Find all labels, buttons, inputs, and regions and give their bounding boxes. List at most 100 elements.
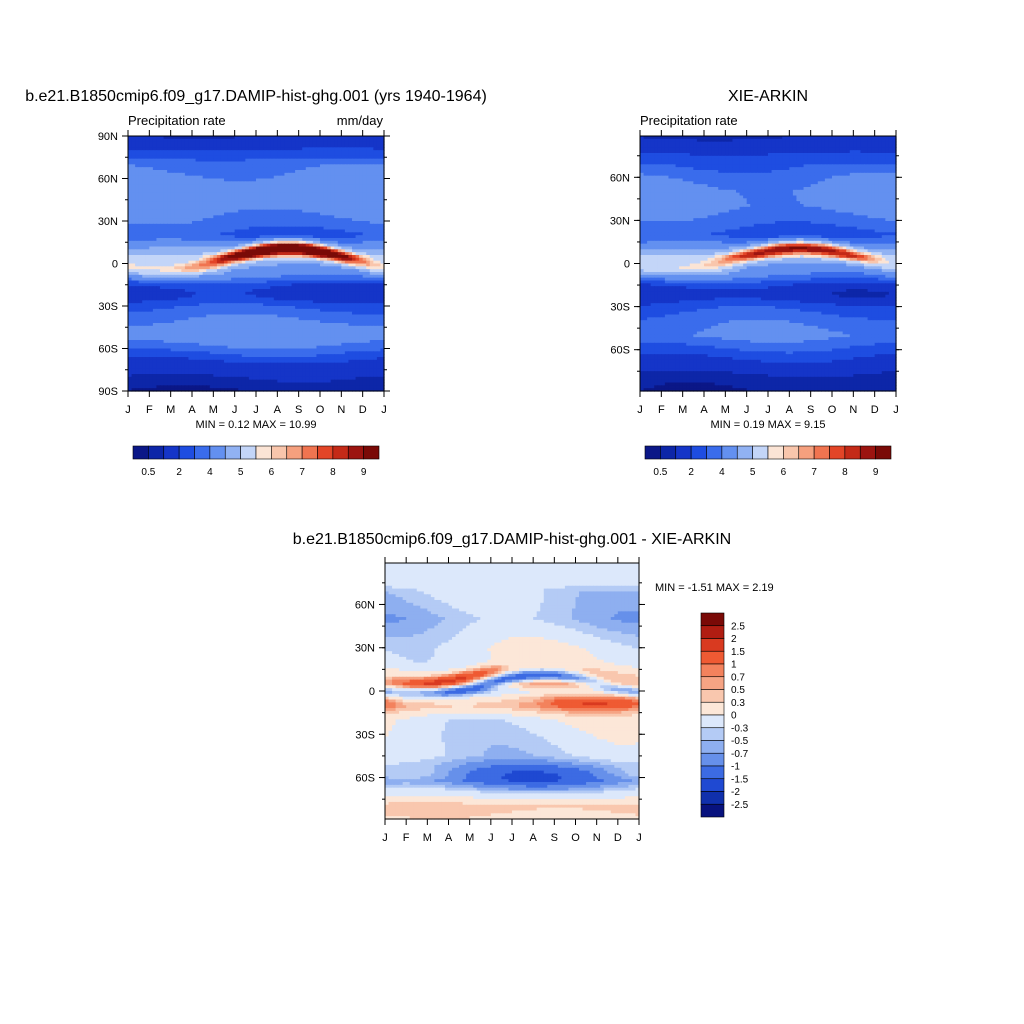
heatmap-cell	[259, 167, 264, 171]
heatmap-cell	[366, 147, 371, 151]
heatmap-cell	[288, 172, 293, 177]
heatmap-cell	[188, 187, 193, 191]
heatmap-cell	[352, 150, 357, 154]
heatmap-cell	[231, 155, 236, 160]
heatmap-cell	[170, 155, 175, 160]
heatmap-cell	[334, 206, 339, 211]
heatmap-cell	[288, 181, 293, 185]
heatmap-cell	[167, 181, 172, 185]
heatmap-cell	[359, 212, 364, 216]
heatmap-cell	[366, 175, 371, 180]
heatmap-cell	[337, 150, 342, 154]
heatmap-cell	[192, 170, 197, 174]
heatmap-cell	[380, 206, 385, 211]
heatmap-cell	[177, 204, 182, 208]
heatmap-cell	[156, 175, 161, 180]
heatmap-cell	[213, 189, 218, 194]
heatmap-cell	[284, 138, 289, 143]
heatmap-cell	[177, 136, 182, 140]
heatmap-cell	[362, 212, 367, 216]
heatmap-cell	[341, 136, 346, 140]
heatmap-cell	[163, 153, 168, 157]
heatmap-cell	[192, 178, 197, 182]
heatmap-cell	[138, 184, 143, 188]
heatmap-cell	[323, 161, 328, 165]
heatmap-cell	[177, 189, 182, 194]
heatmap-cell	[156, 147, 161, 151]
heatmap-cell	[270, 167, 275, 171]
heatmap-cell	[206, 192, 211, 197]
heatmap-cell	[344, 212, 350, 216]
heatmap-cell	[266, 209, 271, 214]
heatmap-cell	[181, 158, 186, 163]
heatmap-cell	[128, 212, 133, 216]
heatmap-cell	[341, 170, 346, 174]
heatmap-cell	[270, 155, 275, 160]
heatmap-cell	[170, 204, 175, 208]
heatmap-cell	[149, 184, 154, 188]
heatmap-cell	[362, 164, 367, 168]
heatmap-cell	[163, 192, 168, 197]
heatmap-cell	[231, 141, 236, 146]
heatmap-cell	[266, 204, 271, 208]
heatmap-cell	[344, 170, 350, 174]
heatmap-cell	[199, 181, 204, 185]
heatmap-cell	[330, 144, 335, 148]
heatmap-cell	[213, 198, 218, 202]
heatmap-cell	[195, 138, 200, 143]
heatmap-cell	[330, 195, 335, 199]
heatmap-cell	[263, 206, 268, 211]
heatmap-cell	[327, 195, 332, 199]
heatmap-cell	[238, 158, 243, 163]
heatmap-cell	[330, 141, 335, 146]
heatmap-cell	[369, 138, 374, 143]
heatmap-cell	[376, 141, 382, 146]
heatmap-cell	[188, 170, 193, 174]
heatmap-cell	[348, 144, 353, 148]
heatmap-cell	[195, 172, 200, 177]
heatmap-cell	[248, 172, 254, 177]
heatmap-cell	[341, 153, 346, 157]
heatmap-cell	[277, 172, 282, 177]
heatmap-cell	[152, 158, 158, 163]
heatmap-cell	[302, 192, 307, 197]
heatmap-cell	[202, 147, 207, 151]
heatmap-cell	[220, 204, 225, 208]
heatmap-cell	[376, 175, 382, 180]
heatmap-cell	[131, 161, 136, 165]
heatmap-cell	[234, 204, 239, 208]
heatmap-cell	[259, 184, 264, 188]
heatmap-cell	[352, 147, 357, 151]
heatmap-cell	[366, 198, 371, 202]
heatmap-cell	[209, 192, 214, 197]
heatmap-cell	[202, 209, 207, 214]
heatmap-cell	[245, 147, 250, 151]
heatmap-cell	[309, 170, 314, 174]
heatmap-cell	[362, 195, 367, 199]
heatmap-cell	[216, 204, 222, 208]
heatmap-cell	[369, 195, 374, 199]
heatmap-cell	[376, 187, 382, 191]
heatmap-cell	[341, 187, 346, 191]
heatmap-cell	[195, 178, 200, 182]
heatmap-cell	[184, 158, 190, 163]
heatmap-cell	[337, 141, 342, 146]
heatmap-cell	[163, 170, 168, 174]
heatmap-cell	[227, 178, 232, 182]
heatmap-cell	[192, 144, 197, 148]
heatmap-cell	[352, 138, 357, 143]
heatmap-cell	[220, 212, 225, 216]
heatmap-cell	[149, 167, 154, 171]
heatmap-cell	[188, 184, 193, 188]
heatmap-cell	[206, 201, 211, 205]
heatmap-cell	[348, 167, 353, 171]
heatmap-cell	[131, 147, 136, 151]
heatmap-cell	[128, 198, 133, 202]
heatmap-cell	[131, 187, 136, 191]
heatmap-cell	[160, 192, 165, 197]
heatmap-cell	[209, 167, 214, 171]
heatmap-cell	[188, 206, 193, 211]
heatmap-cell	[309, 181, 314, 185]
heatmap-cell	[231, 136, 236, 140]
heatmap-cell	[355, 153, 360, 157]
